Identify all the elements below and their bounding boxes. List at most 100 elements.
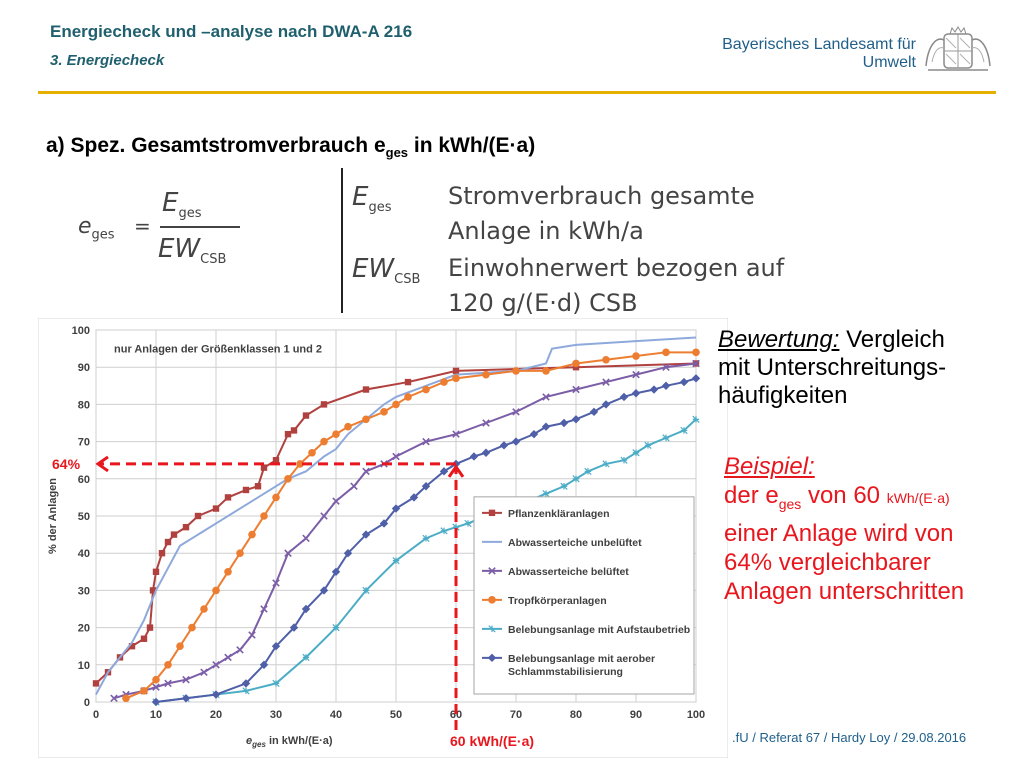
data-point [301,604,311,614]
data-point [284,475,292,483]
series-line [95,336,697,696]
data-point [602,378,610,386]
data-point [241,679,251,688]
data-point [212,661,220,669]
data-point [662,348,670,357]
data-point [164,661,172,669]
x-tick-label: 0 [93,709,99,721]
data-point [110,694,118,703]
definition-symbol-eges-main: E [352,182,369,212]
data-point [260,512,268,520]
y-tick-label: 100 [72,325,90,337]
x-tick-label: 30 [270,709,282,721]
formula-denominator: EWCSB [158,234,226,267]
data-point [272,679,280,688]
y-tick-label: 70 [78,437,90,449]
data-point [194,512,202,520]
data-point [149,587,157,594]
data-point [692,348,700,357]
bewertung-line1-text: Vergleich [839,326,945,353]
data-point [602,355,610,364]
beispiel-line3: einer Anlage wird von [724,519,954,547]
data-point [541,422,551,431]
data-point [92,680,100,687]
series-line [95,362,697,685]
data-point [571,415,581,424]
data-point [662,363,670,371]
y-tick-label: 10 [78,660,90,672]
bewertung-line3: häufigkeiten [718,382,848,409]
x-tick-label: 90 [630,709,642,721]
data-point [128,643,136,650]
x-tick-label: 60 [450,709,462,721]
annotation-left-arrowhead [95,455,109,473]
data-point [439,467,449,476]
data-point [302,653,310,661]
data-point [692,359,700,368]
data-point [260,605,268,613]
data-point [152,683,160,691]
data-point [404,393,412,401]
data-point [224,568,232,576]
data-point [224,653,232,662]
data-point [164,679,172,688]
data-point [632,449,640,457]
legend-swatch-marker [488,596,496,604]
data-point [644,441,652,449]
data-point [379,519,389,528]
data-point [212,586,220,595]
data-point [320,437,328,446]
data-point [679,377,689,387]
data-point [589,407,599,417]
data-point [296,460,304,468]
legend-swatch-marker [488,567,496,575]
organization-name-line1: Bayerisches Landesamt für [722,36,916,53]
legend-item: Pflanzenkläranlagen [482,508,610,520]
data-point [284,549,292,557]
formula-lhs-symbol: e [78,214,92,239]
data-point [290,427,298,434]
data-point [211,690,221,699]
data-point [224,494,232,501]
data-point [362,415,370,424]
data-point [391,504,401,513]
footer-text: .fU / Referat 67 / Hardy Loy / 29.08.201… [732,730,967,745]
y-tick-label: 30 [78,585,90,597]
data-point [452,430,460,438]
data-point [284,430,292,438]
legend-label: Abwasserteiche belüftet [508,566,629,578]
data-point [302,534,310,543]
formula-denominator-symbol: EW [158,234,201,264]
beispiel-line2-b: von 60 [801,482,887,509]
data-point [182,523,190,531]
data-point [619,392,629,402]
data-point [421,482,431,491]
series-2 [95,336,697,696]
slide-header-subtitle: 3. Energiecheck [50,52,165,69]
annotation-up-arrowhead [447,464,465,478]
data-point [158,550,166,557]
definition-symbol-eges-sub: ges [368,200,392,216]
data-point [422,437,430,446]
data-point [452,374,460,383]
beispiel-line2-a: der e [724,482,779,509]
data-point [319,586,329,595]
legend-label: Belebungsanlage mit aerober Schlammstabil… [508,653,655,678]
data-point [452,367,460,375]
formula-lhs-subscript: ges [91,227,115,243]
bewertung-text: Bewertung: Vergleich mit Unterschreitung… [718,326,946,410]
data-point [272,493,280,502]
slide-heading-tail: in kWh/(E·a) [408,134,536,157]
organization-name-line2: Umwelt [862,54,916,71]
data-point [152,675,160,684]
data-point [542,393,550,401]
data-point [289,623,299,632]
y-tick-label: 90 [78,362,90,374]
data-point [248,530,256,539]
definition-symbol-ewcsb: EWCSB [352,254,420,287]
definition-text-ewcsb-line2: 120 g/(E·d) CSB [448,289,638,317]
data-point [176,642,184,650]
legend-label: Pflanzenkläranlagen [508,508,610,520]
data-point [392,452,400,461]
y-tick-label: 50 [78,511,90,523]
